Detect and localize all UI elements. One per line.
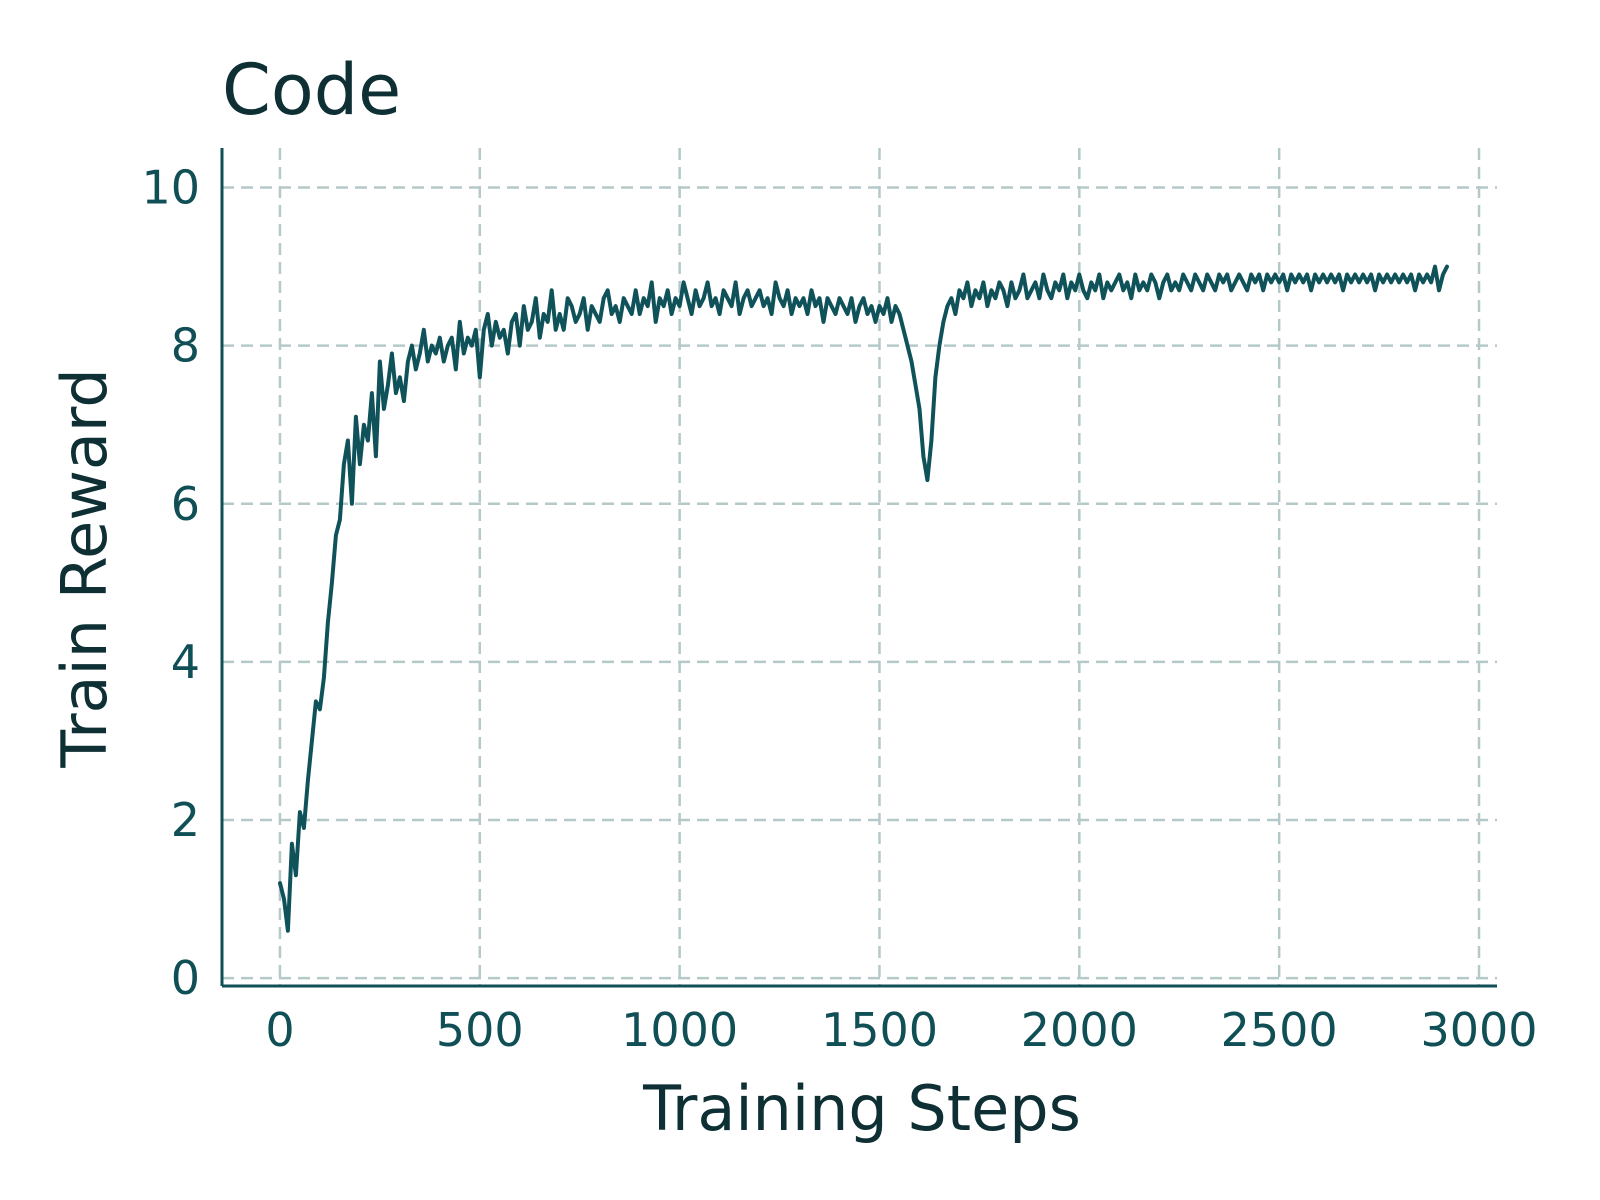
y-axis-title: Train Reward [48, 368, 121, 768]
x-tick-label: 0 [265, 1003, 294, 1057]
x-tick-label: 1500 [821, 1003, 938, 1057]
series-group [278, 264, 1449, 933]
y-tick-label: 2 [171, 793, 200, 847]
x-axis-title: Training Steps [642, 1072, 1081, 1145]
grid [222, 148, 1497, 986]
x-tick-labels: 0 500 1000 1500 2000 2500 3000 [265, 1003, 1537, 1057]
x-tick-label: 2000 [1021, 1003, 1138, 1057]
x-tick-label: 2500 [1221, 1003, 1338, 1057]
x-tick-label: 1000 [621, 1003, 738, 1057]
y-tick-label: 6 [171, 477, 200, 531]
y-tick-labels: 0 2 4 6 8 10 [141, 161, 200, 1006]
chart-title: Code [222, 49, 401, 131]
series-line [278, 264, 1449, 933]
x-tick-label: 500 [436, 1003, 524, 1057]
y-tick-label: 0 [171, 951, 200, 1005]
axes [220, 148, 1497, 988]
y-tick-label: 10 [141, 161, 200, 215]
y-tick-label: 8 [171, 319, 200, 373]
y-tick-label: 4 [171, 635, 200, 689]
x-tick-label: 3000 [1420, 1003, 1537, 1057]
